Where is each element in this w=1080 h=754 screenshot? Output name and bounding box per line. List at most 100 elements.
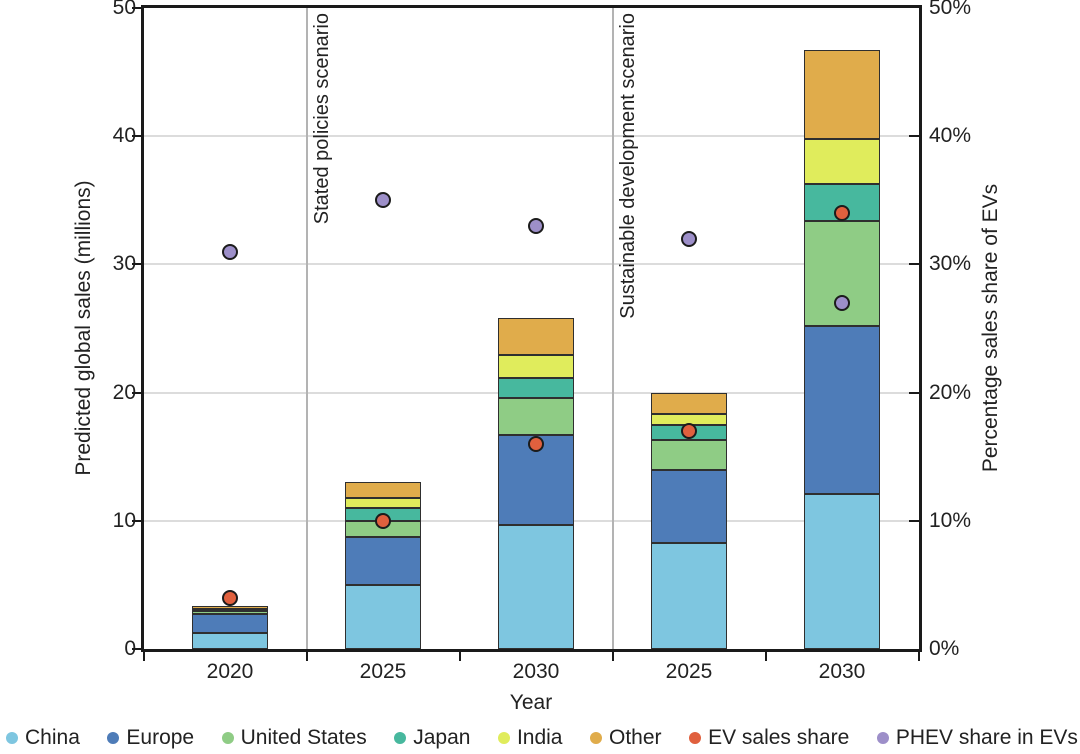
bar-segment-other-0 [192,606,268,610]
point-phev-share-in-evs-1 [375,192,391,209]
x-tick-4 [764,652,767,661]
scenario-divider-2 [611,8,614,649]
right-tick-label-20: 20% [929,380,972,404]
bar-segment-japan-2 [498,378,574,398]
x-category-label-0: 2020 [206,660,254,683]
bar-segment-europe-3 [651,469,727,543]
left-tick-label-20: 20 [112,380,136,404]
bar-segment-other-4 [804,50,880,139]
left-tick-label-10: 10 [112,508,136,532]
point-phev-share-in-evs-4 [834,294,850,311]
bar-segment-india-0 [192,609,268,612]
x-tick-2 [458,652,461,661]
legend-label: India [516,726,563,749]
bar-segment-united-states-3 [651,440,727,470]
legend-dot-other-icon [590,732,603,744]
legend-dot-china-icon [6,732,18,744]
x-category-label-4: 2030 [818,660,866,683]
legend-dot-japan-icon [394,732,407,744]
legend-label: Other [609,726,662,749]
bar-segment-europe-4 [804,325,880,494]
legend-item-united-states: United States [221,726,367,750]
scenario-label-stated-policies: Stated policies scenario [311,13,333,225]
bar-segment-india-4 [804,138,880,184]
bar-segment-china-0 [192,632,268,649]
point-ev-sales-share-3 [681,423,697,440]
left-tick-label-40: 40 [112,124,136,148]
bar-segment-india-2 [498,355,574,379]
point-ev-sales-share-1 [375,512,391,529]
x-tick-3 [611,652,614,661]
left-tick-label-0: 0 [124,637,136,660]
plot-area [141,5,922,652]
legend-dot-united-states-icon [221,732,234,744]
bar-segment-china-1 [345,584,421,649]
x-tick-1 [305,652,308,661]
point-phev-share-in-evs-2 [528,217,544,234]
right-tick-40 [909,135,919,138]
legend-label: PHEV share in EVs [895,726,1078,749]
left-tick-10 [132,519,141,522]
bar-segment-india-1 [345,497,421,508]
legend-item-phev-share-in-evs: PHEV share in EVs [876,726,1078,750]
legend: China Europe United States Japan India Other E… [6,726,1078,750]
right-axis-title: Percentage sales share of EVs [979,183,1002,473]
right-tick-label-0: 0% [929,637,960,660]
x-category-label-1: 2025 [359,660,407,683]
scenario-label-sustainable-development: Sustainable development scenario [617,13,639,319]
legend-dot-ev-sales-share-icon [689,732,702,744]
bar-segment-other-3 [651,393,727,414]
point-phev-share-in-evs-3 [681,230,697,247]
right-tick-10 [909,519,919,522]
left-tick-0 [132,648,141,650]
x-tick-5 [918,652,920,661]
left-tick-40 [132,135,141,138]
right-tick-label-30: 30% [929,252,972,276]
bar-segment-china-4 [804,493,880,649]
gridline-40 [144,135,919,138]
legend-item-japan: Japan [394,726,470,750]
bar-segment-china-3 [651,542,727,649]
bar-segment-other-1 [345,482,421,498]
left-tick-label-50: 50 [112,0,136,19]
legend-label: Japan [413,726,471,749]
legend-label: EV sales share [708,726,850,749]
left-tick-label-30: 30 [112,252,136,276]
legend-item-europe: Europe [107,726,194,750]
right-tick-20 [909,391,919,394]
x-axis-title: Year [509,691,553,714]
right-tick-label-10: 10% [929,508,972,532]
legend-label: Europe [126,726,195,749]
x-category-label-3: 2025 [665,660,713,683]
point-ev-sales-share-2 [528,435,544,452]
legend-dot-europe-icon [107,732,120,744]
point-ev-sales-share-4 [834,205,850,222]
scenario-divider-1 [305,8,308,649]
x-tick-0 [143,652,145,661]
point-ev-sales-share-0 [222,589,238,606]
legend-item-china: China [6,726,80,750]
legend-dot-phev-share-in-evs-icon [876,732,889,744]
legend-label: China [25,726,80,749]
point-phev-share-in-evs-0 [222,243,238,260]
left-tick-30 [132,263,141,266]
legend-label: United States [240,726,367,749]
left-tick-20 [132,391,141,394]
legend-item-ev-sales-share: EV sales share [689,726,849,750]
legend-item-india: India [497,726,563,750]
legend-dot-india-icon [497,732,510,744]
gridline-30 [144,263,919,266]
left-axis-title: Predicted global sales (millions) [72,180,95,476]
right-tick-30 [909,263,919,266]
left-tick-50 [132,7,141,9]
bar-segment-europe-0 [192,614,268,633]
bar-segment-other-2 [498,318,574,356]
bar-segment-united-states-2 [498,397,574,435]
bar-segment-china-2 [498,524,574,649]
right-tick-label-40: 40% [929,124,972,148]
right-tick-label-50: 50% [929,0,972,19]
bar-segment-europe-1 [345,537,421,585]
x-category-label-2: 2030 [512,660,560,683]
legend-item-other: Other [590,726,662,750]
